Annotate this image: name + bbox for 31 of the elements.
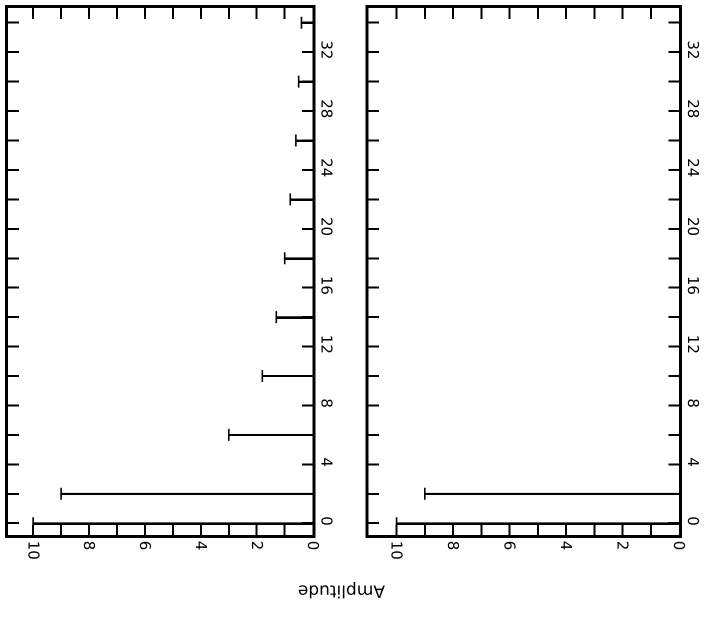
x-axis-title: Amplitude: [298, 580, 385, 601]
y-tick-label: 20: [684, 217, 702, 236]
x-tick-label: 8: [80, 540, 98, 550]
y-tick-label: 28: [684, 99, 702, 118]
y-tick-label: 16: [317, 276, 336, 295]
y-tick-label: 12: [317, 334, 336, 354]
y-tick-label: 8: [317, 398, 336, 408]
y-tick-label: 32: [317, 40, 336, 60]
y-tick-label: 0: [317, 516, 336, 526]
x-tick-label: 6: [136, 540, 154, 550]
x-tick-label: 0: [670, 540, 688, 550]
y-tick-label: 8: [684, 398, 702, 408]
x-tick-label: 6: [500, 540, 519, 550]
y-tick-label: 16: [684, 276, 702, 295]
y-tick-label: 32: [684, 40, 702, 60]
y-tick-label: 4: [684, 457, 702, 467]
x-tick-label: 8: [444, 540, 462, 550]
x-tick-label: 10: [388, 540, 406, 560]
y-tick-label: 12: [684, 334, 702, 354]
x-tick-label: 4: [557, 540, 576, 550]
y-tick-label: 4: [317, 457, 336, 467]
y-tick-label: 24: [317, 158, 336, 178]
y-tick-label: 28: [317, 99, 336, 118]
x-tick-label: 2: [248, 540, 266, 550]
x-tick-label: 0: [304, 540, 322, 550]
x-tick-label: 2: [614, 540, 632, 550]
y-tick-label: 24: [684, 158, 702, 178]
y-tick-label: 0: [684, 516, 702, 526]
y-tick-label: 20: [317, 217, 336, 236]
x-tick-label: 4: [192, 540, 210, 550]
x-tick-label: 10: [24, 540, 42, 560]
